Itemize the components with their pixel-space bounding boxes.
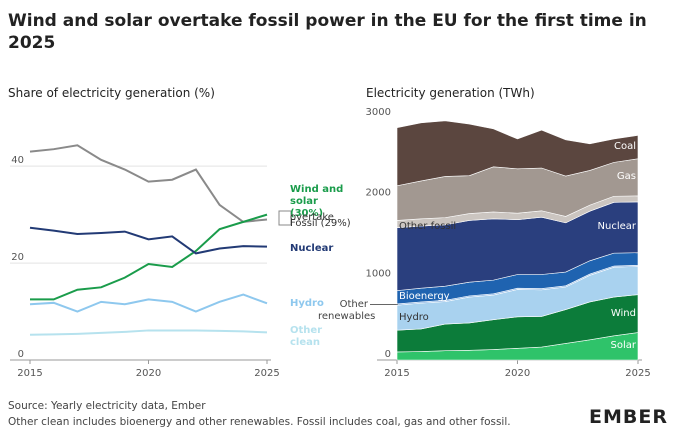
series-label: Nuclear	[290, 242, 334, 254]
x-tick-label: 2015	[384, 368, 409, 379]
area-label: Nuclear	[597, 221, 637, 233]
x-tick-label: 2015	[17, 368, 42, 379]
logo: EMBER	[589, 406, 668, 428]
x-tick-label: 2020	[505, 368, 530, 379]
annotation-box	[278, 210, 292, 226]
area-label: Solar	[610, 340, 636, 352]
y-tick-label: 3000	[366, 107, 391, 118]
y-tick-label: 1000	[366, 268, 391, 279]
x-tick-label: 2025	[254, 368, 279, 379]
area-label: Gas	[616, 171, 636, 183]
area-label: Other fossil	[399, 221, 457, 233]
y-tick-label: 20	[11, 252, 24, 263]
series-label: Wind and solar (30%)	[290, 183, 344, 219]
y-tick-label: 0	[385, 349, 391, 360]
area-label: Hydro	[399, 311, 429, 323]
area-label: Other renewables	[318, 298, 376, 322]
y-tick-label: 2000	[366, 188, 391, 199]
area-label: Bioenergy	[399, 291, 450, 303]
series-label: Other clean	[290, 325, 323, 349]
series-line	[29, 226, 268, 255]
y-tick-label: 0	[18, 349, 24, 360]
annotation: overtake	[290, 212, 334, 223]
area-label: Coal	[613, 141, 636, 153]
source: Source: Yearly electricity data, Ember	[8, 400, 206, 412]
series-line	[30, 213, 268, 301]
series-label: Hydro	[290, 298, 324, 310]
y-tick-label: 40	[11, 155, 24, 166]
chart-title: Electricity generation (TWh)	[366, 86, 535, 100]
x-tick-label: 2020	[136, 368, 161, 379]
chart-title: Share of electricity generation (%)	[8, 86, 215, 100]
area-label: Wind	[610, 307, 636, 319]
x-tick-label: 2025	[625, 368, 650, 379]
area	[396, 120, 639, 187]
title: Wind and solar overtake fossil power in …	[8, 11, 647, 53]
series-line	[29, 293, 268, 313]
series-line	[29, 144, 268, 223]
note: Other clean includes bioenergy and other…	[8, 416, 511, 428]
series-line	[29, 329, 268, 336]
series-label: Fossil (29%)	[290, 218, 351, 230]
